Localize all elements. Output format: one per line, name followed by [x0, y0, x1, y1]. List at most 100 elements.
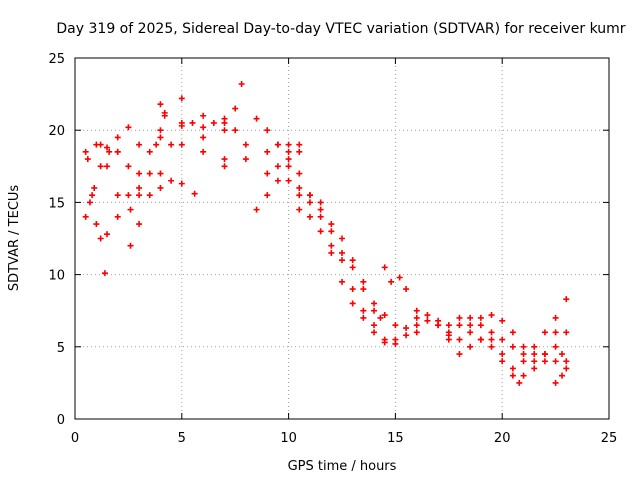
- data-point: [531, 365, 538, 372]
- data-point: [89, 192, 96, 199]
- series-track-s: [552, 329, 570, 386]
- data-point: [413, 322, 420, 329]
- data-point: [146, 148, 153, 155]
- data-point: [531, 351, 538, 358]
- data-point: [424, 317, 431, 324]
- data-point: [499, 317, 506, 324]
- data-point: [445, 332, 452, 339]
- y-tick-label: 0: [57, 413, 65, 428]
- data-point: [520, 358, 527, 365]
- data-point: [559, 351, 566, 358]
- data-point: [189, 119, 196, 126]
- data-point: [285, 156, 292, 163]
- data-point: [82, 213, 89, 220]
- data-point: [403, 325, 410, 332]
- grid-lines: [75, 58, 609, 419]
- x-axis-label: GPS time / hours: [288, 459, 397, 474]
- data-point: [125, 163, 132, 170]
- data-point: [531, 358, 538, 365]
- series-track-n: [296, 192, 384, 321]
- data-point: [97, 235, 104, 242]
- data-point: [403, 332, 410, 339]
- y-tick-label: 5: [57, 341, 65, 356]
- data-point: [349, 300, 356, 307]
- data-point: [360, 307, 367, 314]
- data-point: [136, 221, 143, 228]
- data-point: [157, 134, 164, 141]
- data-point: [136, 170, 143, 177]
- data-point: [563, 296, 570, 303]
- data-point: [97, 141, 104, 148]
- data-point: [191, 190, 198, 197]
- data-marks: [82, 80, 570, 386]
- series-track-q: [445, 314, 559, 372]
- data-point: [456, 351, 463, 358]
- y-tick-label: 25: [48, 52, 65, 67]
- data-point: [200, 148, 207, 155]
- data-point: [93, 221, 100, 228]
- data-point: [264, 127, 271, 134]
- data-point: [360, 278, 367, 285]
- data-point: [221, 156, 228, 163]
- data-point: [499, 336, 506, 343]
- data-point: [106, 148, 113, 155]
- data-point: [306, 213, 313, 220]
- data-point: [541, 351, 548, 358]
- data-point: [84, 156, 91, 163]
- data-point: [114, 134, 121, 141]
- data-point: [552, 343, 559, 350]
- series-track-r: [456, 312, 566, 379]
- data-point: [285, 141, 292, 148]
- x-tick-label: 5: [178, 431, 186, 446]
- data-point: [317, 206, 324, 213]
- data-point: [467, 322, 474, 329]
- data-point: [467, 329, 474, 336]
- data-point: [520, 351, 527, 358]
- data-point: [559, 372, 566, 379]
- data-point: [488, 312, 495, 319]
- data-point: [396, 274, 403, 281]
- data-point: [477, 336, 484, 343]
- data-point: [306, 192, 313, 199]
- data-point: [552, 358, 559, 365]
- data-point: [371, 307, 378, 314]
- data-point: [563, 358, 570, 365]
- data-point: [371, 322, 378, 329]
- data-point: [467, 343, 474, 350]
- data-point: [114, 213, 121, 220]
- data-point: [317, 213, 324, 220]
- data-point: [339, 278, 345, 285]
- data-point: [509, 343, 516, 350]
- data-point: [146, 170, 153, 177]
- data-point: [477, 322, 484, 329]
- data-point: [86, 199, 93, 206]
- data-point: [413, 329, 420, 336]
- data-point: [381, 336, 388, 343]
- data-point: [91, 184, 98, 191]
- data-point: [424, 312, 431, 319]
- data-point: [317, 228, 324, 235]
- data-point: [413, 307, 420, 314]
- data-point: [360, 314, 367, 321]
- series-track-l: [253, 115, 388, 319]
- data-point: [456, 314, 463, 321]
- series-track-g: [127, 80, 245, 249]
- plot-frame: [74, 57, 610, 420]
- data-point: [153, 141, 160, 148]
- data-point: [563, 365, 570, 372]
- data-point: [377, 314, 384, 321]
- data-point: [101, 270, 108, 277]
- data-point: [456, 336, 463, 343]
- data-point: [488, 336, 495, 343]
- data-point: [136, 192, 143, 199]
- data-point: [238, 80, 245, 87]
- data-point: [221, 127, 228, 134]
- data-point: [221, 119, 228, 126]
- data-point: [531, 343, 538, 350]
- data-point: [509, 329, 516, 336]
- data-point: [381, 264, 388, 271]
- data-point: [339, 235, 345, 242]
- data-point: [339, 249, 345, 256]
- data-point: [125, 124, 132, 131]
- data-point: [306, 199, 313, 206]
